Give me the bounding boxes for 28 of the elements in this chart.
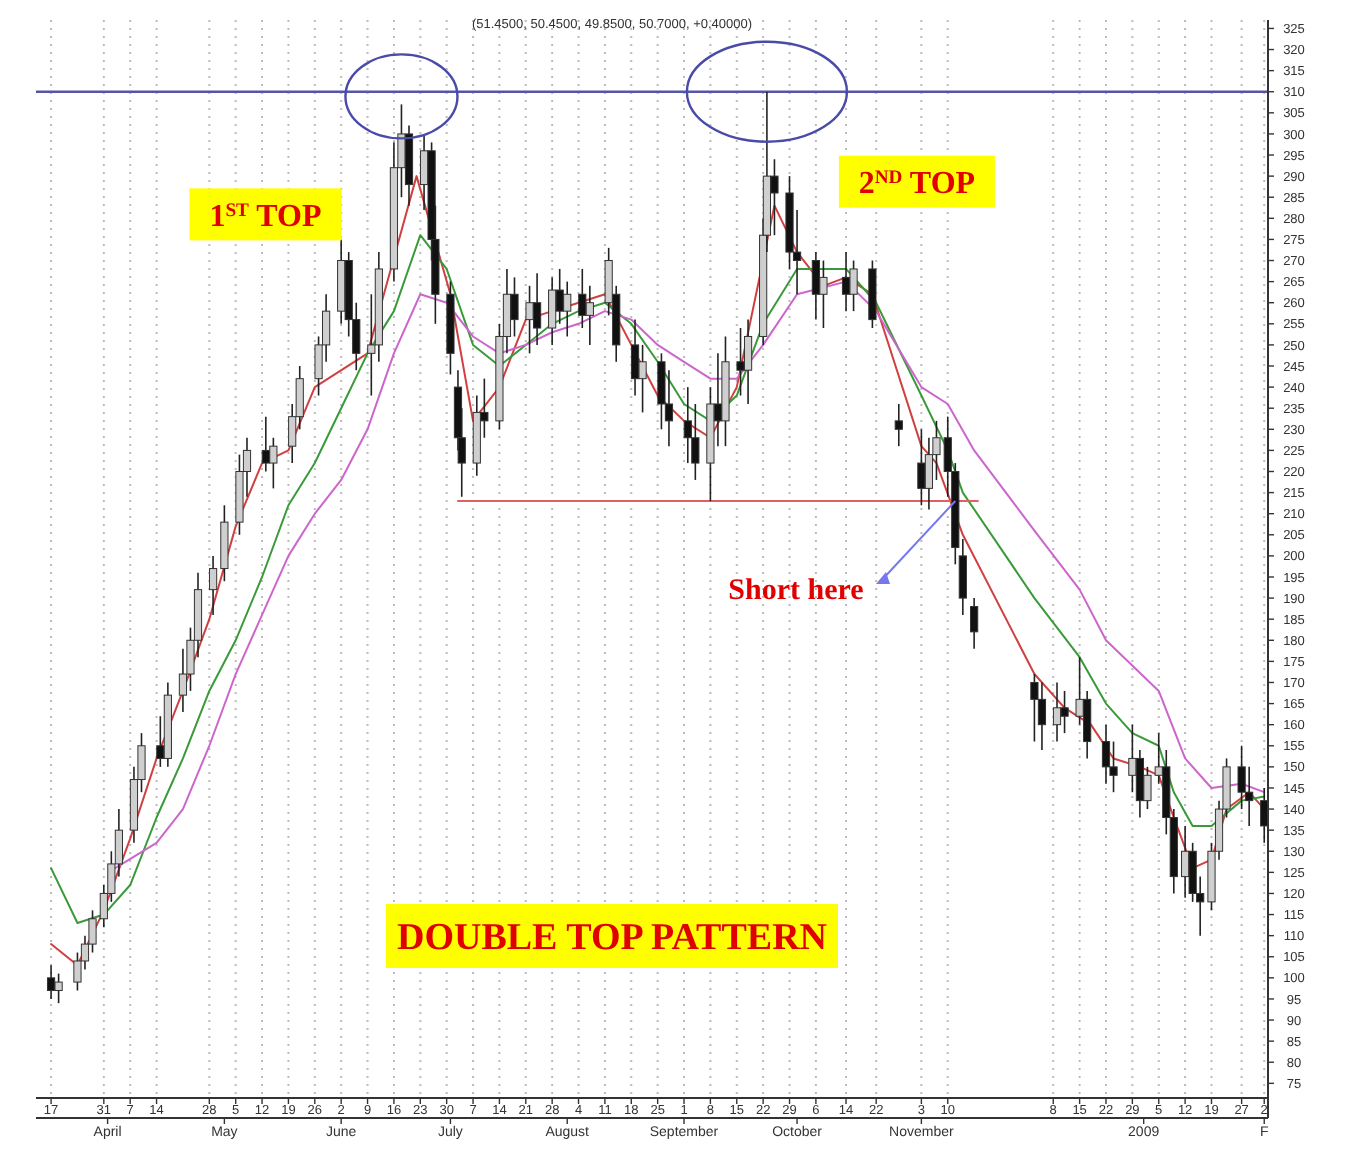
candlestick (894, 403, 903, 447)
candlestick (638, 344, 647, 414)
candlestick (736, 327, 745, 397)
candlestick (1060, 690, 1069, 734)
annotation: Short here (728, 574, 865, 607)
candlestick (1037, 681, 1047, 751)
candlestick (1128, 723, 1137, 793)
candlestick (743, 318, 753, 405)
candlestick (917, 428, 926, 507)
candlestick (510, 276, 519, 338)
candlestick (1030, 673, 1039, 743)
candlestick (1052, 681, 1062, 743)
candlestick (54, 972, 63, 1004)
candlestick (563, 280, 572, 338)
candlestick (525, 285, 534, 355)
candlestick (46, 964, 56, 1000)
candlestick (532, 272, 542, 346)
annotation: DOUBLE TOP PATTERN (396, 917, 828, 960)
candlestick (548, 276, 557, 346)
candlestick (970, 597, 979, 650)
annotation: 2$^{ND}$ TOP (858, 165, 976, 201)
candlestick (1101, 723, 1111, 785)
candlestick (849, 259, 858, 312)
annotation: 1$^{ST}$ TOP (209, 198, 322, 234)
candlestick (585, 285, 594, 346)
candlestick (819, 259, 828, 329)
candlestick (811, 251, 820, 321)
candlestick (770, 158, 779, 236)
